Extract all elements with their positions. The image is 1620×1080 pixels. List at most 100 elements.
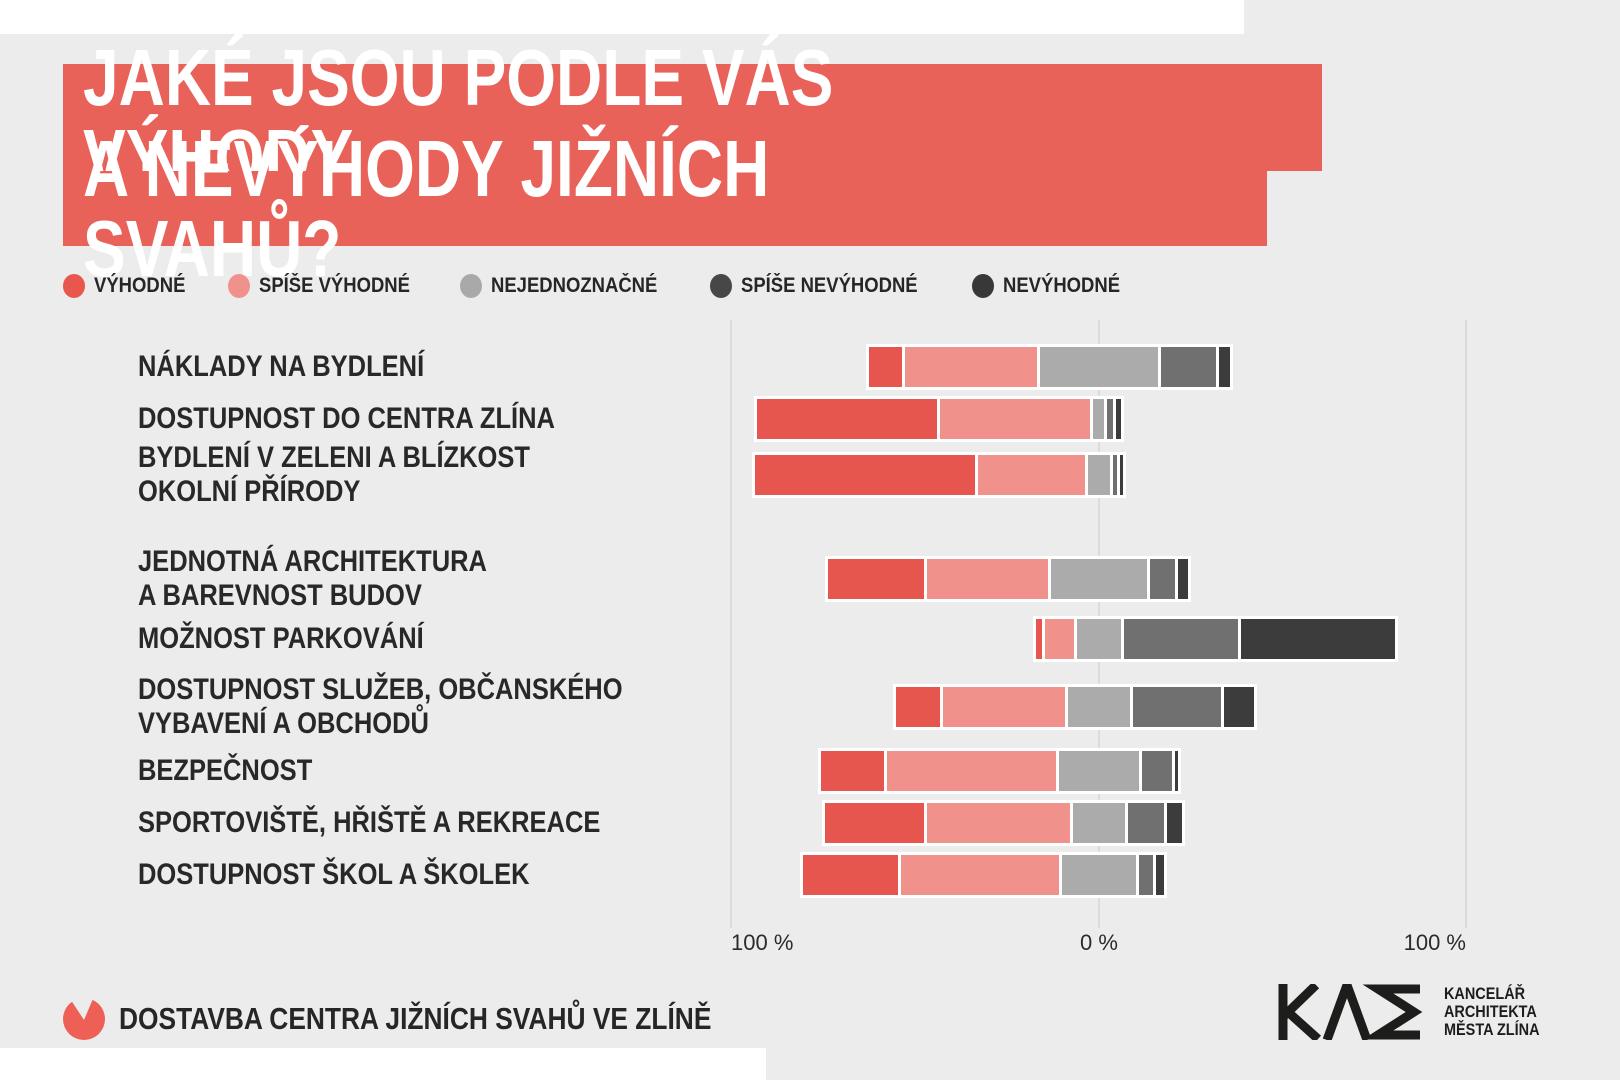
bar-segment-sp-e-v-hodn- bbox=[926, 559, 1049, 599]
bar-row-8 bbox=[821, 800, 1186, 846]
category-label-text: NÁKLADY NA BYDLENÍ bbox=[138, 350, 425, 383]
bar-segment-sp-e-nev-hodn- bbox=[1142, 751, 1172, 791]
chart-gridline-3 bbox=[1465, 320, 1467, 928]
bar-segment-v-hodn- bbox=[754, 455, 976, 495]
category-label-text: JEDNOTNÁ ARCHITEKTURA A BAREVNOST BUDOV bbox=[138, 545, 487, 612]
legend-item-2: SPÍŠE VÝHODNÉ bbox=[227, 274, 431, 298]
kam-logo-mark-icon bbox=[1278, 984, 1423, 1040]
bar-segment-nev-hodn- bbox=[1174, 751, 1179, 791]
category-label: MOŽNOST PARKOVÁNÍ bbox=[138, 622, 474, 656]
bar-row-6 bbox=[893, 684, 1257, 730]
legend-item-label: NEJEDNOZNAČNÉ bbox=[491, 274, 658, 297]
bar-row-9 bbox=[799, 852, 1167, 898]
bar-segment-v-hodn- bbox=[802, 855, 899, 895]
legend-item-5: NEVÝHODNÉ bbox=[972, 274, 1136, 298]
bar-segment-sp-e-nev-hodn- bbox=[1133, 687, 1222, 727]
bar-segment-nev-hodn- bbox=[1115, 399, 1122, 439]
bottom-white-strip bbox=[0, 1048, 766, 1080]
bar-segment-nev-hodn- bbox=[1240, 619, 1396, 659]
bar-row-1 bbox=[865, 344, 1233, 390]
category-label-text: BEZPEČNOST bbox=[138, 754, 313, 787]
category-label: DOSTUPNOST SLUŽEB, OBČANSKÉHO VYBAVENÍ A… bbox=[138, 673, 708, 741]
bar-row-5 bbox=[1033, 616, 1399, 662]
category-label-text: BYDLENÍ V ZELENI A BLÍZKOST OKOLNÍ PŘÍRO… bbox=[138, 441, 530, 508]
legend-item-label: SPÍŠE NEVÝHODNÉ bbox=[741, 274, 919, 297]
footer-caption: DOSTAVBA CENTRA JIŽNÍCH SVAHŮ VE ZLÍNĚ bbox=[119, 1001, 712, 1036]
bar-segment-sp-e-nev-hodn- bbox=[1149, 559, 1176, 599]
legend-dot-icon bbox=[63, 274, 85, 298]
bar-segment-sp-e-v-hodn- bbox=[886, 751, 1056, 791]
kam-logo: KANCELÁŘ ARCHITEKTA MĚSTA ZLÍNA bbox=[1274, 984, 1556, 1040]
bar-segment-nev-hodn- bbox=[1167, 803, 1183, 843]
bar-segment-nev-hodn- bbox=[1178, 559, 1188, 599]
bar-segment-sp-e-v-hodn- bbox=[904, 347, 1038, 387]
legend-item-label: SPÍŠE VÝHODNÉ bbox=[258, 274, 410, 297]
bar-segment-nejednozna-n- bbox=[1073, 803, 1125, 843]
category-label-text: DOSTUPNOST DO CENTRA ZLÍNA bbox=[138, 402, 555, 435]
chart-legend: VÝHODNÉ SPÍŠE VÝHODNÉ NEJEDNOZNAČNÉ SPÍŠE N… bbox=[63, 274, 1136, 298]
bar-segment-nev-hodn- bbox=[1218, 347, 1230, 387]
axis-label-zero: 0 % bbox=[1080, 930, 1118, 955]
bar-segment-sp-e-nev-hodn- bbox=[1160, 347, 1216, 387]
category-label-text: MOŽNOST PARKOVÁNÍ bbox=[138, 622, 424, 655]
bar-segment-nejednozna-n- bbox=[1093, 399, 1105, 439]
category-label: JEDNOTNÁ ARCHITEKTURA A BAREVNOST BUDOV bbox=[138, 545, 549, 613]
bar-segment-nejednozna-n- bbox=[1058, 751, 1140, 791]
bar-segment-nev-hodn- bbox=[1156, 855, 1164, 895]
legend-item-label: NEVÝHODNÉ bbox=[1003, 274, 1121, 297]
bar-segment-sp-e-nev-hodn- bbox=[1127, 803, 1165, 843]
category-label: BYDLENÍ V ZELENI A BLÍZKOST OKOLNÍ PŘÍRO… bbox=[138, 441, 599, 509]
legend-item-3: NEJEDNOZNAČNÉ bbox=[460, 274, 680, 298]
bar-segment-sp-e-v-hodn- bbox=[1044, 619, 1074, 659]
title-banner-row1: JAKÉ JSOU PODLE VÁS VÝHODY bbox=[63, 37, 1322, 197]
category-label: DOSTUPNOST DO CENTRA ZLÍNA bbox=[138, 402, 629, 436]
legend-item-label: VÝHODNÉ bbox=[94, 274, 186, 297]
legend-dot-icon bbox=[972, 274, 995, 298]
bar-segment-nejednozna-n- bbox=[1040, 347, 1158, 387]
axis-label-right: 100 % bbox=[1403, 930, 1466, 955]
bar-segment-sp-e-v-hodn- bbox=[926, 803, 1071, 843]
category-label: NÁKLADY NA BYDLENÍ bbox=[138, 350, 475, 384]
bar-segment-nev-hodn- bbox=[1224, 687, 1254, 727]
bar-segment-nev-hodn- bbox=[1119, 455, 1124, 495]
bar-segment-nejednozna-n- bbox=[1067, 687, 1131, 727]
bar-segment-v-hodn- bbox=[824, 803, 924, 843]
chart-gridline-1 bbox=[730, 320, 732, 928]
bar-segment-nejednozna-n- bbox=[1062, 855, 1136, 895]
category-label-text: SPORTOVIŠTĚ, HŘIŠTĚ A REKREACE bbox=[138, 806, 601, 839]
logo-line-3: MĚSTA ZLÍNA bbox=[1444, 1020, 1540, 1039]
logo-line-1: KANCELÁŘ bbox=[1444, 984, 1526, 1003]
bar-segment-nejednozna-n- bbox=[1076, 619, 1122, 659]
bar-segment-sp-e-v-hodn- bbox=[943, 687, 1065, 727]
logo-text: KANCELÁŘ ARCHITEKTA MĚSTA ZLÍNA bbox=[1444, 984, 1556, 1039]
category-label: DOSTUPNOST ŠKOL A ŠKOLEK bbox=[138, 858, 599, 892]
category-label-text: DOSTUPNOST ŠKOL A ŠKOLEK bbox=[138, 858, 530, 891]
bar-segment-sp-e-v-hodn- bbox=[939, 399, 1091, 439]
bar-row-3 bbox=[751, 452, 1127, 498]
bar-segment-v-hodn- bbox=[828, 559, 924, 599]
bar-segment-sp-e-v-hodn- bbox=[901, 855, 1060, 895]
bar-segment-sp-e-nev-hodn- bbox=[1124, 619, 1238, 659]
top-white-strip bbox=[0, 0, 1244, 34]
pie-marker-icon bbox=[63, 998, 105, 1040]
bar-segment-v-hodn- bbox=[868, 347, 902, 387]
title-banner-row2: A NEVÝHODY JIŽNÍCH SVAHŮ? bbox=[63, 128, 1267, 288]
logo-line-2: ARCHITEKTA bbox=[1444, 1002, 1537, 1021]
page-title-line1: JAKÉ JSOU PODLE VÁS VÝHODY bbox=[83, 32, 834, 202]
category-label: BEZPEČNOST bbox=[138, 754, 343, 788]
bar-segment-sp-e-nev-hodn- bbox=[1113, 455, 1117, 495]
bar-segment-sp-e-nev-hodn- bbox=[1107, 399, 1113, 439]
bar-segment-nejednozna-n- bbox=[1051, 559, 1147, 599]
legend-item-4: SPÍŠE NEVÝHODNÉ bbox=[710, 274, 942, 298]
bar-segment-v-hodn- bbox=[821, 751, 884, 791]
legend-dot-icon bbox=[460, 274, 483, 298]
category-label-text: DOSTUPNOST SLUŽEB, OBČANSKÉHO VYBAVENÍ A… bbox=[138, 673, 623, 740]
page-title-line2: A NEVÝHODY JIŽNÍCH SVAHŮ? bbox=[83, 123, 770, 293]
bar-row-4 bbox=[825, 556, 1191, 602]
bar-segment-sp-e-v-hodn- bbox=[978, 455, 1085, 495]
bar-segment-sp-e-nev-hodn- bbox=[1138, 855, 1154, 895]
legend-item-1: VÝHODNÉ bbox=[63, 274, 198, 298]
bar-segment-v-hodn- bbox=[756, 399, 937, 439]
bar-segment-v-hodn- bbox=[896, 687, 941, 727]
